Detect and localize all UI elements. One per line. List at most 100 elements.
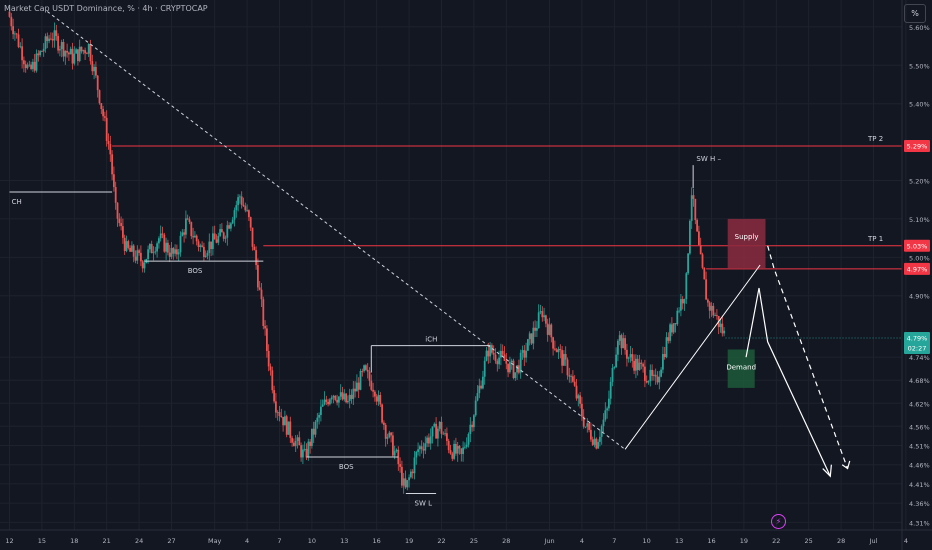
candle-body <box>332 395 335 398</box>
candle-body <box>253 246 256 251</box>
candle-body <box>327 401 329 405</box>
candle-body <box>291 437 293 443</box>
candle-body <box>473 415 475 428</box>
y-tick-label: 4.56% <box>909 423 930 431</box>
candle-body <box>44 36 47 49</box>
time-axis[interactable]: 12 15 18 21 24 27 May 4 7 10 13 16 19 22 25 28 Jun 4 7 10 13… <box>0 529 932 545</box>
candle-body <box>98 90 101 104</box>
candle-body <box>204 255 207 257</box>
candle-body <box>318 415 320 418</box>
candle-body <box>683 299 686 304</box>
candle-body <box>221 229 223 233</box>
candle-body <box>487 350 490 357</box>
candle-body <box>195 235 198 242</box>
x-tick-label: Jun <box>543 537 554 545</box>
candle-body <box>269 366 272 371</box>
candle-body <box>379 395 382 405</box>
candle-body <box>712 305 715 316</box>
candle-body <box>618 335 621 341</box>
zone-box <box>727 349 755 388</box>
candlestick-series <box>8 6 725 494</box>
candle-body <box>213 233 216 240</box>
candle-body <box>39 51 41 56</box>
candle-body <box>282 417 284 426</box>
candle-body <box>519 352 522 373</box>
candle-body <box>312 428 315 435</box>
candle-body <box>285 416 288 435</box>
candle-body <box>163 234 166 252</box>
candle-body <box>611 367 614 382</box>
candle-body <box>557 348 560 353</box>
candle-body <box>453 443 455 459</box>
candle-body <box>122 226 124 238</box>
projection-path <box>745 287 831 477</box>
candle-body <box>273 390 275 402</box>
candle-body <box>53 30 56 41</box>
candle-body <box>338 396 340 403</box>
candle-body <box>123 237 126 251</box>
candle-body <box>113 174 115 188</box>
candle-body <box>545 315 547 324</box>
y-tick-label: 4.68% <box>909 377 930 385</box>
candle-body <box>62 41 65 57</box>
projection-dashed-path <box>767 245 849 469</box>
candle-body <box>329 399 331 405</box>
x-tick-label: 27 <box>167 537 175 545</box>
candle-body <box>548 324 551 335</box>
price-axis[interactable]: 5.60% 5.50% 5.40% 5.20% 5.10% 5.00% 4.90% 4.74%… <box>901 0 930 550</box>
candle-body <box>633 360 635 371</box>
candle-body <box>591 439 594 445</box>
level-badge-text: 5.29% <box>907 142 928 150</box>
candle-body <box>413 457 416 474</box>
candle-body <box>107 140 110 145</box>
candle-body <box>699 244 702 255</box>
x-tick-label: 22 <box>437 537 445 545</box>
candle-body <box>28 64 31 66</box>
candle-body <box>649 369 652 382</box>
annotation-label: BOS <box>188 267 203 275</box>
candle-body <box>692 195 695 199</box>
candle-body <box>377 395 380 402</box>
candle-body <box>73 53 76 64</box>
candle-body <box>33 61 36 71</box>
candle-body <box>168 252 171 257</box>
candle-body <box>14 33 16 35</box>
grid-lines <box>0 0 907 530</box>
candle-body <box>518 365 520 373</box>
candle-body <box>210 241 212 249</box>
candle-body <box>516 365 518 373</box>
candle-body <box>482 376 484 389</box>
candle-body <box>46 36 49 42</box>
candle-body <box>523 350 526 358</box>
candle-body <box>284 416 286 426</box>
candle-body <box>289 421 292 438</box>
candle-body <box>183 232 185 235</box>
percent-scale-button[interactable]: % <box>904 4 926 23</box>
candle-body <box>586 423 589 427</box>
candle-body <box>555 349 558 353</box>
candle-body <box>150 244 153 254</box>
level-label: TP 2 <box>867 135 883 143</box>
candle-body <box>375 396 378 402</box>
y-tick-label: 4.41% <box>909 481 930 489</box>
candle-body <box>410 471 412 478</box>
lightning-icon[interactable]: ⚡ <box>771 514 786 529</box>
candle-body <box>512 360 515 379</box>
candle-body <box>356 382 358 392</box>
candle-body <box>476 393 479 401</box>
candle-body <box>498 357 500 365</box>
candle-body <box>575 385 578 399</box>
candle-body <box>721 323 724 334</box>
candle-body <box>140 252 142 262</box>
candle-body <box>672 323 675 333</box>
candle-body <box>208 241 211 253</box>
candle-body <box>352 388 355 399</box>
candle-body <box>129 247 131 252</box>
candle-body <box>537 312 540 329</box>
x-tick-label: Jul <box>869 537 878 545</box>
candle-body <box>255 250 257 266</box>
candle-body <box>118 218 121 224</box>
candle-body <box>69 48 72 55</box>
